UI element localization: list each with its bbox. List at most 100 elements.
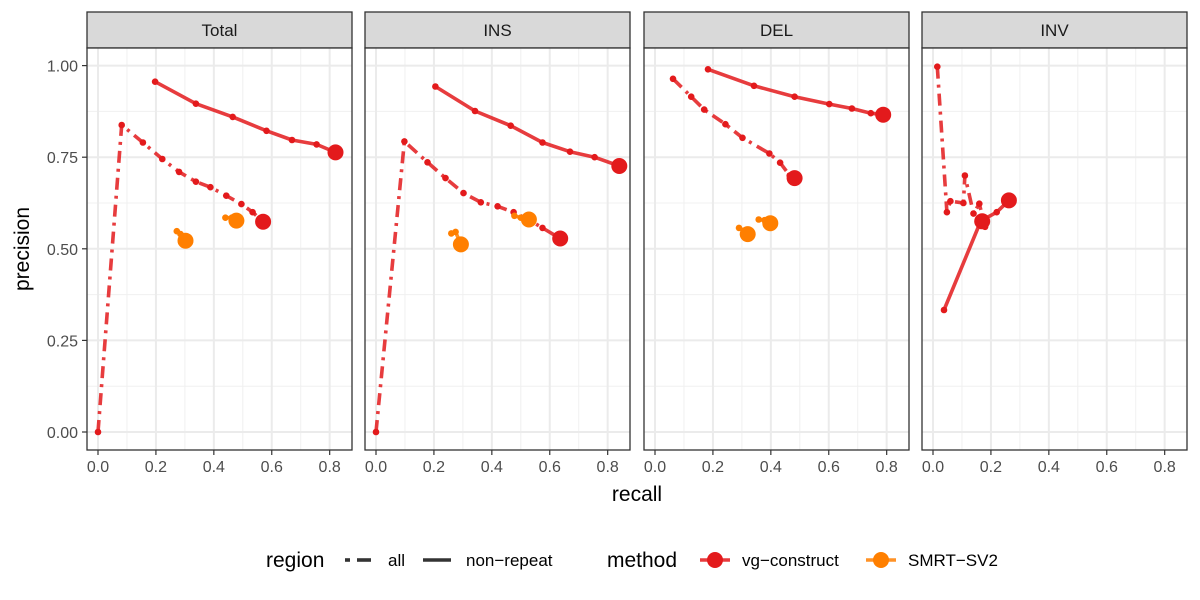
data-point	[424, 159, 431, 166]
data-point	[401, 138, 408, 145]
x-tick-label: 0.4	[1038, 459, 1060, 476]
y-tick-label: 0.75	[47, 150, 78, 167]
data-point	[263, 127, 270, 135]
data-point	[477, 199, 485, 206]
data-point	[700, 106, 708, 113]
panel-border	[364, 47, 631, 451]
series-endpoint	[177, 232, 194, 249]
data-point	[993, 208, 1000, 216]
data-point	[442, 174, 449, 182]
series-endpoint	[327, 144, 344, 161]
x-tick-label: 0.6	[261, 459, 283, 476]
series-endpoint	[611, 158, 628, 174]
data-point	[791, 93, 798, 100]
facet-strip	[921, 11, 1188, 49]
y-tick-label: 1.00	[47, 59, 78, 76]
y-tick-label: 0.00	[47, 425, 78, 442]
series-endpoint	[452, 236, 469, 253]
x-tick-label: 0.8	[1154, 459, 1176, 476]
legend-title-region: region	[266, 549, 324, 572]
data-point	[566, 148, 574, 155]
series-endpoint	[552, 230, 569, 247]
facet-label: INS	[483, 21, 511, 40]
x-tick-label: 0.4	[203, 459, 225, 476]
series-endpoint	[228, 212, 245, 229]
data-point	[750, 82, 758, 90]
legend-title-method: method	[607, 549, 677, 572]
data-point	[192, 178, 200, 185]
data-point	[766, 150, 773, 157]
x-tick-label: 0.8	[876, 459, 898, 476]
x-tick-label: 0.6	[818, 459, 840, 476]
x-tick-label: 0.0	[87, 459, 109, 476]
legend-key-marker	[707, 552, 723, 568]
series-endpoint	[762, 215, 779, 232]
series-line-vgconstruct-nonrepeat	[942, 199, 1011, 311]
facet-label: INV	[1040, 21, 1069, 40]
legend-label-method: vg−construct	[742, 551, 839, 570]
facet-strip	[86, 11, 353, 49]
facet-strip	[364, 11, 631, 49]
x-tick-label: 0.6	[539, 459, 561, 476]
data-point	[755, 216, 762, 223]
data-point	[591, 153, 598, 161]
y-axis-title: precision	[11, 207, 34, 291]
legend-label-method: SMRT−SV2	[908, 551, 998, 570]
data-point	[460, 189, 467, 197]
x-tick-label: 0.8	[597, 459, 619, 476]
series-endpoint	[520, 211, 537, 228]
data-point	[826, 100, 833, 108]
data-point	[223, 192, 230, 199]
data-point	[222, 214, 229, 221]
series-line-vgconstruct-all	[96, 123, 265, 433]
data-point	[669, 75, 677, 83]
data-point	[961, 172, 969, 179]
facet-strip	[643, 11, 910, 49]
x-tick-label: 0.4	[481, 459, 503, 476]
x-tick-label: 0.2	[423, 459, 445, 476]
data-point	[192, 100, 200, 107]
data-point	[94, 428, 102, 436]
panel-border	[643, 47, 910, 451]
data-point	[539, 139, 546, 146]
data-point	[159, 155, 166, 163]
data-point	[960, 199, 967, 207]
data-point	[229, 113, 236, 121]
data-point	[313, 141, 320, 148]
data-point	[288, 136, 296, 144]
data-point	[943, 208, 951, 216]
data-point	[175, 168, 183, 176]
data-point	[238, 200, 245, 208]
x-tick-label: 0.8	[319, 459, 341, 476]
x-tick-label: 0.2	[145, 459, 167, 476]
series-endpoint	[875, 106, 892, 123]
data-point	[776, 159, 784, 166]
data-point	[848, 105, 856, 112]
data-point	[735, 224, 743, 232]
series-endpoint	[739, 226, 756, 243]
facet-label: DEL	[760, 21, 793, 40]
data-point	[704, 66, 712, 73]
series-endpoint	[786, 170, 803, 187]
data-point	[471, 107, 479, 115]
legend: region all non−repeat method vg−construct SMR…	[266, 549, 998, 572]
legend-label-region: non−repeat	[466, 551, 553, 570]
x-axis-title: recall	[612, 483, 662, 506]
legend-key-marker	[873, 552, 889, 568]
data-point	[151, 78, 159, 85]
data-point	[507, 122, 514, 129]
data-point	[511, 212, 518, 220]
y-tick-label: 0.50	[47, 242, 78, 259]
data-point	[207, 183, 214, 191]
data-point	[934, 63, 941, 70]
x-tick-label: 0.4	[760, 459, 782, 476]
y-tick-label: 0.25	[47, 333, 78, 350]
series-endpoint	[255, 213, 272, 230]
panel-ins: INS 0.0 0.2 0.4 0.6 0.8	[364, 11, 631, 476]
panel-inv: INV 0.0 0.2 0.4 0.6 0.8	[921, 11, 1188, 476]
panels: Total 0.0 0.2 0.4 0.6 0.8 0.00 0.25 0.50 0.75 1.00…	[47, 11, 1188, 476]
x-tick-label: 0.0	[922, 459, 944, 476]
x-tick-label: 0.2	[980, 459, 1002, 476]
data-point	[372, 428, 380, 436]
